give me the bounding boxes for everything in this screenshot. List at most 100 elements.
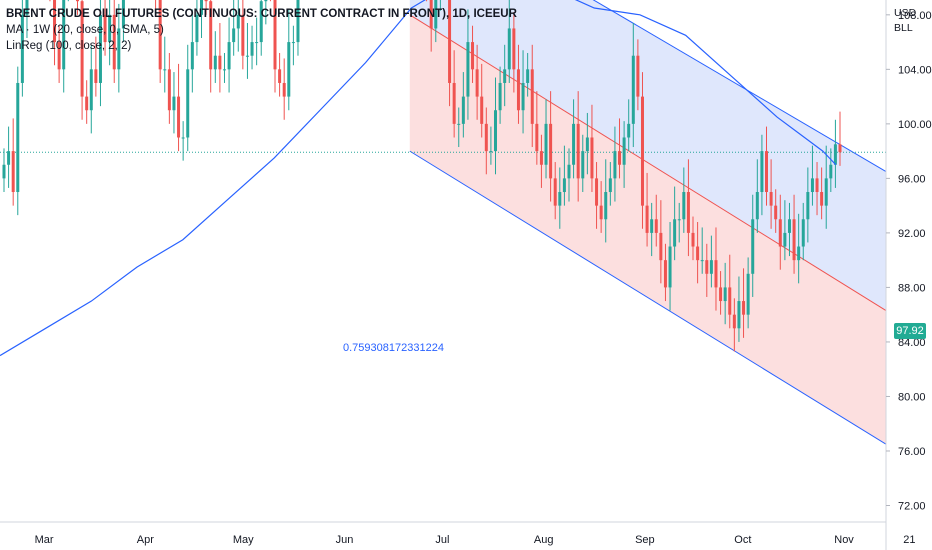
y-tick-label: 88.00 (898, 282, 926, 294)
candle-body (755, 192, 759, 220)
candle-body (259, 1, 263, 43)
candle-body (245, 55, 249, 57)
candle-body (645, 205, 649, 233)
candle-body (25, 0, 29, 15)
x-tick-label: Oct (734, 534, 751, 546)
x-tick-label: Aug (534, 534, 554, 546)
candle-body (167, 69, 171, 111)
candle-body (461, 96, 465, 124)
ma-indicator-label[interactable]: MA · 1W (20, close, 0, SMA, 5) (6, 24, 164, 36)
candle-body (498, 82, 502, 111)
x-tick-label: Mar (35, 534, 54, 546)
candle-body (608, 178, 612, 193)
x-tick-label: Jun (336, 534, 354, 546)
candle-body (535, 123, 539, 152)
x-tick-label: May (233, 534, 254, 546)
candle-body (539, 151, 543, 165)
candle-body (75, 0, 79, 2)
candle-body (2, 164, 6, 179)
candle-body (622, 137, 626, 165)
y-tick-label: 108.00 (898, 10, 932, 22)
candle-body (792, 219, 796, 261)
candle-body (728, 287, 732, 315)
candle-body (590, 137, 594, 179)
candle-body (691, 232, 695, 247)
candle-body (255, 42, 259, 44)
candle-body (636, 55, 640, 97)
candle-body (287, 42, 291, 97)
x-tick-label: 21 (903, 534, 915, 546)
candle-body (833, 144, 837, 165)
candle-body (765, 151, 769, 193)
candle-body (585, 137, 589, 152)
time-axis[interactable]: Mar Apr May Jun Jul Aug Sep Oct Nov 21 (0, 521, 915, 546)
candle-body (549, 123, 553, 179)
candle-body (80, 1, 84, 97)
candle-body (806, 192, 810, 220)
candle-body (751, 219, 755, 274)
candle-body (668, 246, 672, 288)
candle-body (613, 151, 617, 179)
candle-body (677, 219, 681, 221)
candle-body (544, 123, 548, 165)
candle-body (250, 42, 254, 56)
x-tick-label: Sep (635, 534, 655, 546)
y-tick-label: 72.00 (898, 501, 926, 513)
candle-body (452, 82, 456, 124)
candle-body (471, 42, 475, 70)
ma-polyline (0, 0, 837, 357)
candle-body (778, 219, 782, 247)
candle-body (787, 219, 791, 233)
candle-body (820, 192, 824, 206)
candle-body (177, 96, 181, 138)
y-tick-label: 100.00 (898, 119, 932, 131)
candle-body (117, 28, 121, 70)
chart-legend: BRENT CRUDE OIL FUTURES (CONTINUOUS: CUR… (6, 6, 517, 54)
candle-body (16, 82, 20, 193)
candle-body (742, 301, 746, 315)
candle-body (98, 14, 102, 83)
candle-body (737, 301, 741, 329)
price-axis[interactable]: 72.00 76.00 80.00 84.00 88.00 92.00 96.00 100.0… (885, 0, 932, 550)
candle-body (7, 151, 11, 165)
x-tick-label: Jul (435, 534, 449, 546)
candle-body (746, 273, 750, 315)
y-tick-label: 96.00 (898, 173, 926, 185)
candle-body (829, 164, 833, 179)
currency-label: USD (894, 7, 917, 19)
candle-body (760, 151, 764, 193)
candle-body (801, 219, 805, 247)
candle-body (640, 96, 644, 206)
candle-body (282, 82, 286, 97)
unit-label: BLL (894, 22, 913, 34)
candle-body (190, 42, 194, 70)
candle-body (186, 69, 190, 138)
candle-body (824, 178, 828, 206)
candle-body (774, 205, 778, 220)
linreg-indicator-label[interactable]: LinReg (100, close, 2, 2) (6, 40, 132, 52)
candle-body (493, 110, 497, 152)
candle-body (705, 260, 709, 274)
candle-body (232, 28, 236, 43)
candle-body (53, 0, 57, 43)
candle-body (236, 14, 240, 29)
candle-body (526, 69, 530, 83)
candle-body (562, 178, 566, 193)
candle-body (530, 69, 534, 124)
candle-body (521, 82, 525, 111)
candle-body (558, 192, 562, 206)
candle-body (218, 55, 222, 70)
candle-body (663, 260, 667, 288)
candle-body (181, 137, 185, 139)
ma-line (0, 0, 837, 357)
candle-body (11, 151, 15, 193)
candle-body (172, 96, 176, 111)
candle-body (222, 69, 226, 71)
linreg-ratio-label: 0.759308172331224 (343, 342, 444, 354)
candle-body (200, 0, 204, 15)
candle-body (682, 192, 686, 220)
candle-body (581, 151, 585, 179)
candle-body (631, 55, 635, 124)
candle-body (227, 42, 231, 70)
